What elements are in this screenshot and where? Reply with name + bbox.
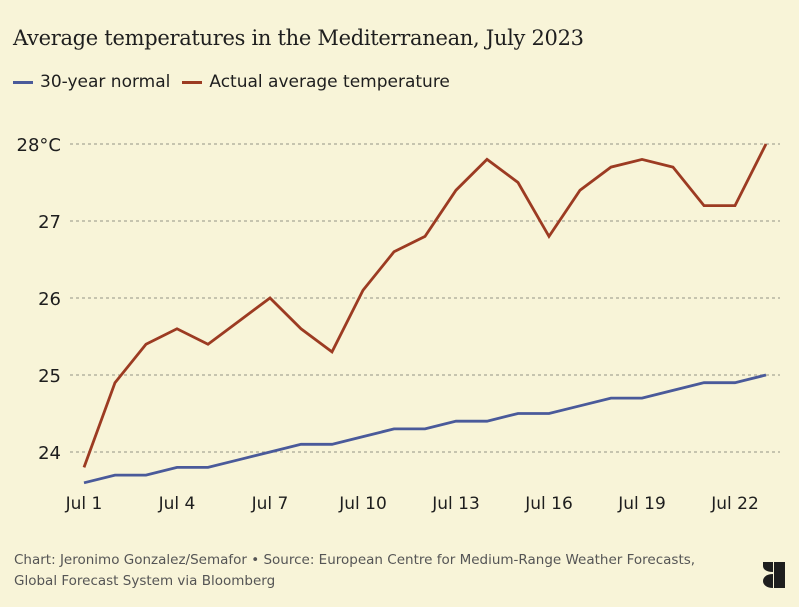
series-line-actual — [82, 143, 768, 468]
x-tick-label: Jul 22 — [710, 494, 759, 514]
x-tick-label: Jul 7 — [251, 494, 289, 514]
y-tick-label: 28°C — [17, 135, 61, 156]
x-tick-label: Jul 10 — [338, 494, 387, 514]
footer-credit-line: Chart: Jeronimo Gonzalez/Semafor • Sourc… — [14, 552, 696, 568]
y-tick-label: 24 — [38, 443, 61, 464]
y-tick-label: 26 — [38, 289, 61, 310]
chart-source-footer: Chart: Jeronimo Gonzalez/Semafor • Sourc… — [14, 550, 734, 592]
y-tick-label: 27 — [38, 212, 61, 233]
chart-title: Average temperatures in the Mediterranea… — [13, 26, 584, 50]
legend-swatch-actual — [182, 80, 203, 84]
x-tick-label: Jul 13 — [431, 494, 480, 514]
x-tick-label: Jul 19 — [617, 494, 666, 514]
x-tick-label: Jul 4 — [158, 494, 196, 514]
legend-label-actual: Actual average temperature — [209, 72, 450, 92]
legend-swatch-normal — [13, 80, 33, 84]
footer-source-line: Global Forecast System via Bloomberg — [14, 573, 276, 589]
x-tick-label: Jul 1 — [65, 494, 103, 514]
legend: 30-year normal Actual average temperatur… — [13, 72, 462, 92]
y-tick-label: 25 — [38, 366, 61, 387]
semafor-logo-icon — [763, 562, 785, 588]
x-tick-label: Jul 16 — [524, 494, 573, 514]
legend-item-normal: 30-year normal — [13, 72, 170, 92]
legend-item-actual: Actual average temperature — [182, 72, 450, 92]
legend-label-normal: 30-year normal — [40, 72, 171, 92]
